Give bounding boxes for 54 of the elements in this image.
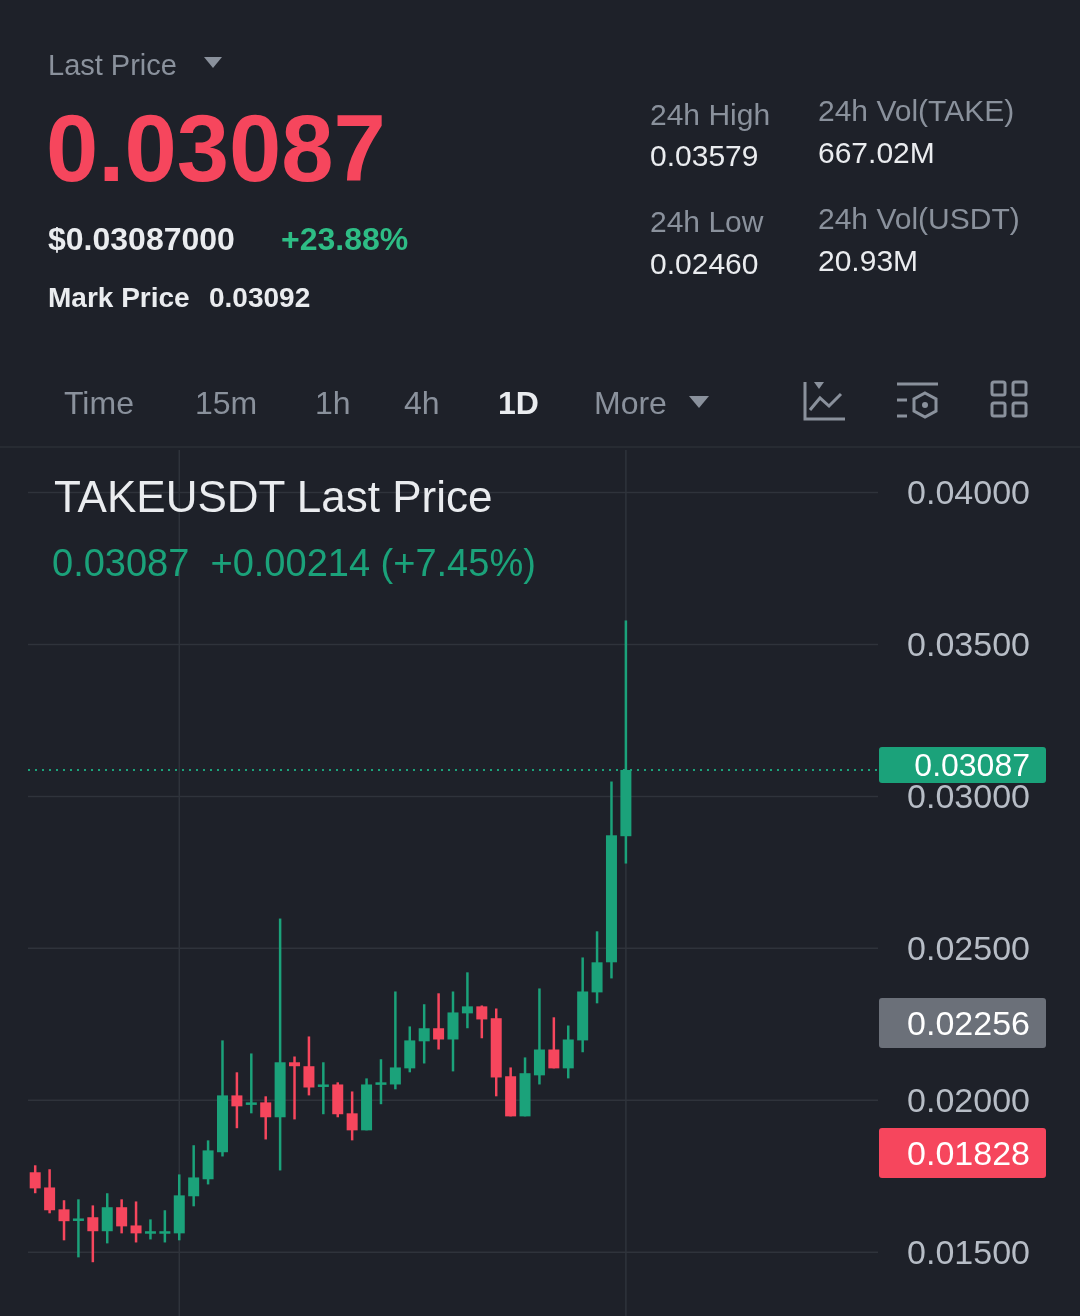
text: 1h [315,385,351,421]
candlestick [303,1035,315,1097]
text: 0.02460 [650,247,759,280]
y-tick-label: 0.01500 [907,1233,1030,1272]
candlestick [476,1004,488,1040]
candlestick [461,971,473,1030]
text: Mark Price [48,282,190,313]
candlestick [289,1055,301,1121]
y-tick-label: 0.02500 [907,929,1030,968]
candlestick [101,1191,113,1245]
candlestick [116,1198,128,1235]
candlestick [418,1002,430,1065]
text: 0.03092 [209,282,311,313]
y-tick-label: 0.02000 [907,1081,1030,1120]
candlestick [44,1167,56,1215]
text: 24h Vol(TAKE) [818,94,1015,127]
candlestick [29,1164,41,1195]
candlestick [245,1052,257,1115]
text: 0.03087 +0.00214 (+7.45%) [52,542,536,584]
text: More [594,385,667,421]
text: +23.88% [281,221,409,257]
candlestick [130,1200,142,1244]
candlestick [346,1090,358,1142]
text: 1D [498,385,539,421]
candlestick [58,1198,70,1242]
candlestick [548,1016,560,1070]
text: Time [64,385,134,421]
y-tick-label: 0.04000 [907,473,1030,512]
candlestick [87,1204,99,1264]
text: 24h Vol(USDT) [818,202,1020,235]
text: 0.01828 [907,1133,1030,1172]
text: 4h [404,385,440,421]
text: 24h High [650,98,771,131]
candlestick [188,1143,200,1208]
text: 15m [195,385,258,421]
candlestick [159,1209,171,1244]
text: Last Price [48,49,177,81]
text: 667.02M [818,136,935,169]
candlestick [231,1071,243,1130]
text: 24h Low [650,205,764,238]
text: $0.03087000 [48,221,235,257]
text: 0.02256 [907,1003,1030,1042]
candlestick [389,990,401,1091]
candlestick [260,1095,272,1141]
candlestick [144,1218,156,1241]
text: TAKEUSDT Last Price [54,472,493,521]
candlestick [375,1057,387,1106]
candlestick [72,1198,84,1259]
text: 0.03087 [46,96,386,201]
text: 20.93M [818,244,919,277]
candlestick [317,1061,329,1116]
y-tick-label: 0.03500 [907,625,1030,664]
text: 0.03579 [650,139,759,172]
candlestick [433,992,445,1051]
